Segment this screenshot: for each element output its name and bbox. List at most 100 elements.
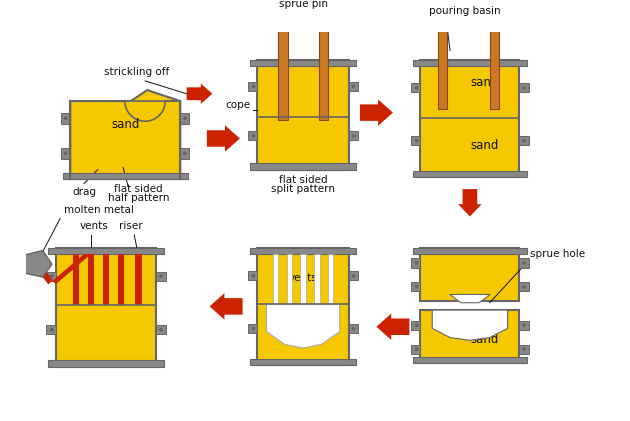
- Text: riser: riser: [120, 221, 143, 232]
- Bar: [156, 325, 166, 334]
- Bar: [519, 258, 529, 267]
- Bar: [73, 254, 79, 305]
- Polygon shape: [40, 254, 91, 285]
- Circle shape: [252, 85, 255, 88]
- Bar: [180, 148, 190, 159]
- Bar: [420, 248, 519, 301]
- Bar: [319, 14, 328, 120]
- Circle shape: [183, 152, 186, 155]
- Bar: [49, 360, 164, 367]
- Polygon shape: [64, 304, 130, 351]
- Bar: [257, 248, 349, 365]
- Circle shape: [159, 274, 163, 278]
- Bar: [135, 254, 141, 305]
- Bar: [519, 282, 529, 291]
- Polygon shape: [266, 304, 340, 348]
- Bar: [248, 271, 257, 280]
- Circle shape: [352, 134, 355, 138]
- Text: flat sided: flat sided: [278, 175, 328, 185]
- Bar: [519, 321, 529, 330]
- Circle shape: [352, 85, 355, 88]
- Bar: [61, 113, 71, 124]
- Polygon shape: [376, 314, 410, 340]
- Text: sand: sand: [471, 139, 499, 152]
- Text: vents: vents: [289, 272, 318, 282]
- Text: cope: cope: [225, 100, 250, 110]
- Bar: [349, 82, 358, 91]
- Polygon shape: [186, 83, 212, 104]
- Circle shape: [522, 347, 526, 351]
- Circle shape: [252, 327, 255, 330]
- Circle shape: [522, 139, 526, 143]
- Bar: [420, 60, 519, 177]
- Text: molten metal: molten metal: [64, 205, 134, 215]
- Text: flat sided: flat sided: [114, 184, 163, 194]
- Bar: [118, 254, 124, 305]
- Polygon shape: [17, 250, 52, 277]
- Polygon shape: [210, 293, 243, 320]
- Bar: [248, 131, 257, 141]
- Bar: [49, 248, 164, 254]
- Bar: [103, 254, 109, 305]
- Bar: [411, 345, 420, 354]
- Text: half pattern: half pattern: [108, 193, 169, 203]
- Text: pouring basin: pouring basin: [429, 6, 501, 16]
- Polygon shape: [96, 146, 149, 179]
- Circle shape: [522, 86, 526, 90]
- Bar: [328, 254, 333, 304]
- Circle shape: [183, 117, 186, 120]
- Bar: [248, 324, 257, 333]
- Circle shape: [64, 152, 67, 155]
- Bar: [349, 271, 358, 280]
- Text: sprue pin: sprue pin: [278, 0, 328, 9]
- Bar: [301, 254, 306, 304]
- Bar: [411, 282, 420, 291]
- Bar: [250, 60, 356, 66]
- Bar: [349, 324, 358, 333]
- Bar: [349, 131, 358, 141]
- Circle shape: [415, 261, 418, 265]
- Bar: [314, 254, 319, 304]
- Circle shape: [415, 347, 418, 351]
- Circle shape: [50, 328, 54, 332]
- Bar: [411, 321, 420, 330]
- Bar: [411, 136, 420, 145]
- Circle shape: [415, 86, 418, 90]
- Bar: [257, 60, 349, 170]
- Bar: [71, 101, 180, 179]
- Circle shape: [352, 327, 355, 330]
- Circle shape: [415, 285, 418, 289]
- Bar: [250, 163, 356, 170]
- Polygon shape: [360, 99, 393, 126]
- Text: sand: sand: [111, 118, 139, 131]
- Polygon shape: [432, 310, 508, 340]
- Bar: [47, 325, 55, 334]
- Polygon shape: [270, 92, 329, 136]
- Bar: [411, 83, 420, 93]
- Circle shape: [522, 285, 526, 289]
- Circle shape: [352, 274, 355, 277]
- Circle shape: [50, 274, 54, 278]
- Circle shape: [415, 323, 418, 327]
- Polygon shape: [450, 294, 490, 303]
- Text: vents: vents: [79, 221, 108, 232]
- Bar: [156, 272, 166, 281]
- Bar: [411, 258, 420, 267]
- Polygon shape: [71, 90, 180, 179]
- Bar: [250, 359, 356, 365]
- Bar: [278, 14, 287, 120]
- Bar: [0, 259, 21, 274]
- Bar: [180, 113, 190, 124]
- Circle shape: [415, 139, 418, 143]
- Text: sand: sand: [471, 333, 499, 346]
- Bar: [519, 136, 529, 145]
- Polygon shape: [120, 101, 180, 121]
- Bar: [413, 248, 527, 254]
- Circle shape: [252, 134, 255, 138]
- Bar: [490, 23, 499, 109]
- Bar: [135, 254, 142, 305]
- Bar: [438, 23, 447, 109]
- Bar: [88, 254, 94, 305]
- Text: sprue hole: sprue hole: [530, 249, 585, 259]
- Bar: [248, 82, 257, 91]
